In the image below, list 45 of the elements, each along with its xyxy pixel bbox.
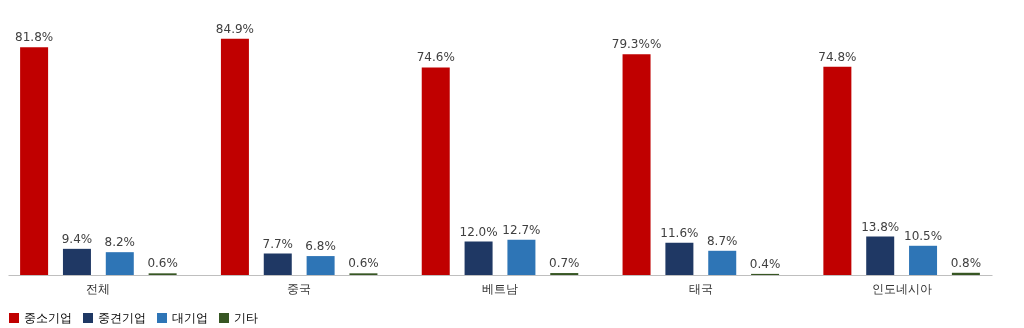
data-label: 0.6%: [147, 256, 178, 271]
data-label: 11.6%: [660, 225, 699, 240]
x-tick-label: 베트남: [482, 281, 518, 296]
bar: [866, 236, 895, 275]
data-label: 6.8%: [305, 239, 336, 254]
legend-label: 중소기업: [24, 311, 72, 325]
data-label: 13.8%: [861, 219, 900, 234]
data-label: 10.5%: [903, 228, 943, 243]
bar: [708, 250, 737, 275]
data-label: 12.0%: [459, 224, 498, 239]
bar: [464, 241, 493, 275]
data-label: 8.7%: [706, 233, 738, 248]
data-label: 74.8%: [818, 49, 857, 64]
data-label: 8.2%: [104, 235, 136, 250]
bar: [20, 47, 49, 275]
x-tick-label: 인도네시아: [871, 281, 932, 296]
bar: [909, 245, 938, 275]
legend-label: 대기업: [172, 311, 208, 325]
data-label: 0.7%: [549, 256, 580, 271]
data-label: 79.3%%: [611, 37, 662, 52]
bar: [105, 252, 134, 275]
x-tick-label: 전체: [86, 281, 111, 296]
legend-label: 기타: [234, 311, 258, 325]
bar: [622, 54, 651, 275]
bar: [263, 253, 292, 275]
data-label: 0.6%: [348, 256, 379, 271]
data-label: 9.4%: [61, 231, 93, 246]
data-label: 81.8%: [15, 30, 54, 45]
data-label: 0.4%: [749, 256, 781, 271]
data-label: 12.7%: [502, 222, 541, 237]
bar: [421, 67, 450, 275]
bar: [507, 239, 536, 275]
data-label: 74.6%: [416, 50, 455, 65]
bar: [220, 38, 249, 275]
x-tick-label: 태국: [688, 281, 713, 296]
legend-label: 중견기업: [98, 311, 146, 325]
bar: [62, 248, 91, 275]
data-label: 84.9%: [215, 21, 254, 36]
data-label: 0.8%: [950, 255, 982, 270]
bar: [665, 242, 694, 275]
data-label: 7.7%: [262, 236, 294, 251]
bar: [951, 272, 980, 275]
bar: [823, 66, 852, 275]
bar: [306, 256, 335, 275]
x-tick-label: 중국: [287, 281, 312, 296]
